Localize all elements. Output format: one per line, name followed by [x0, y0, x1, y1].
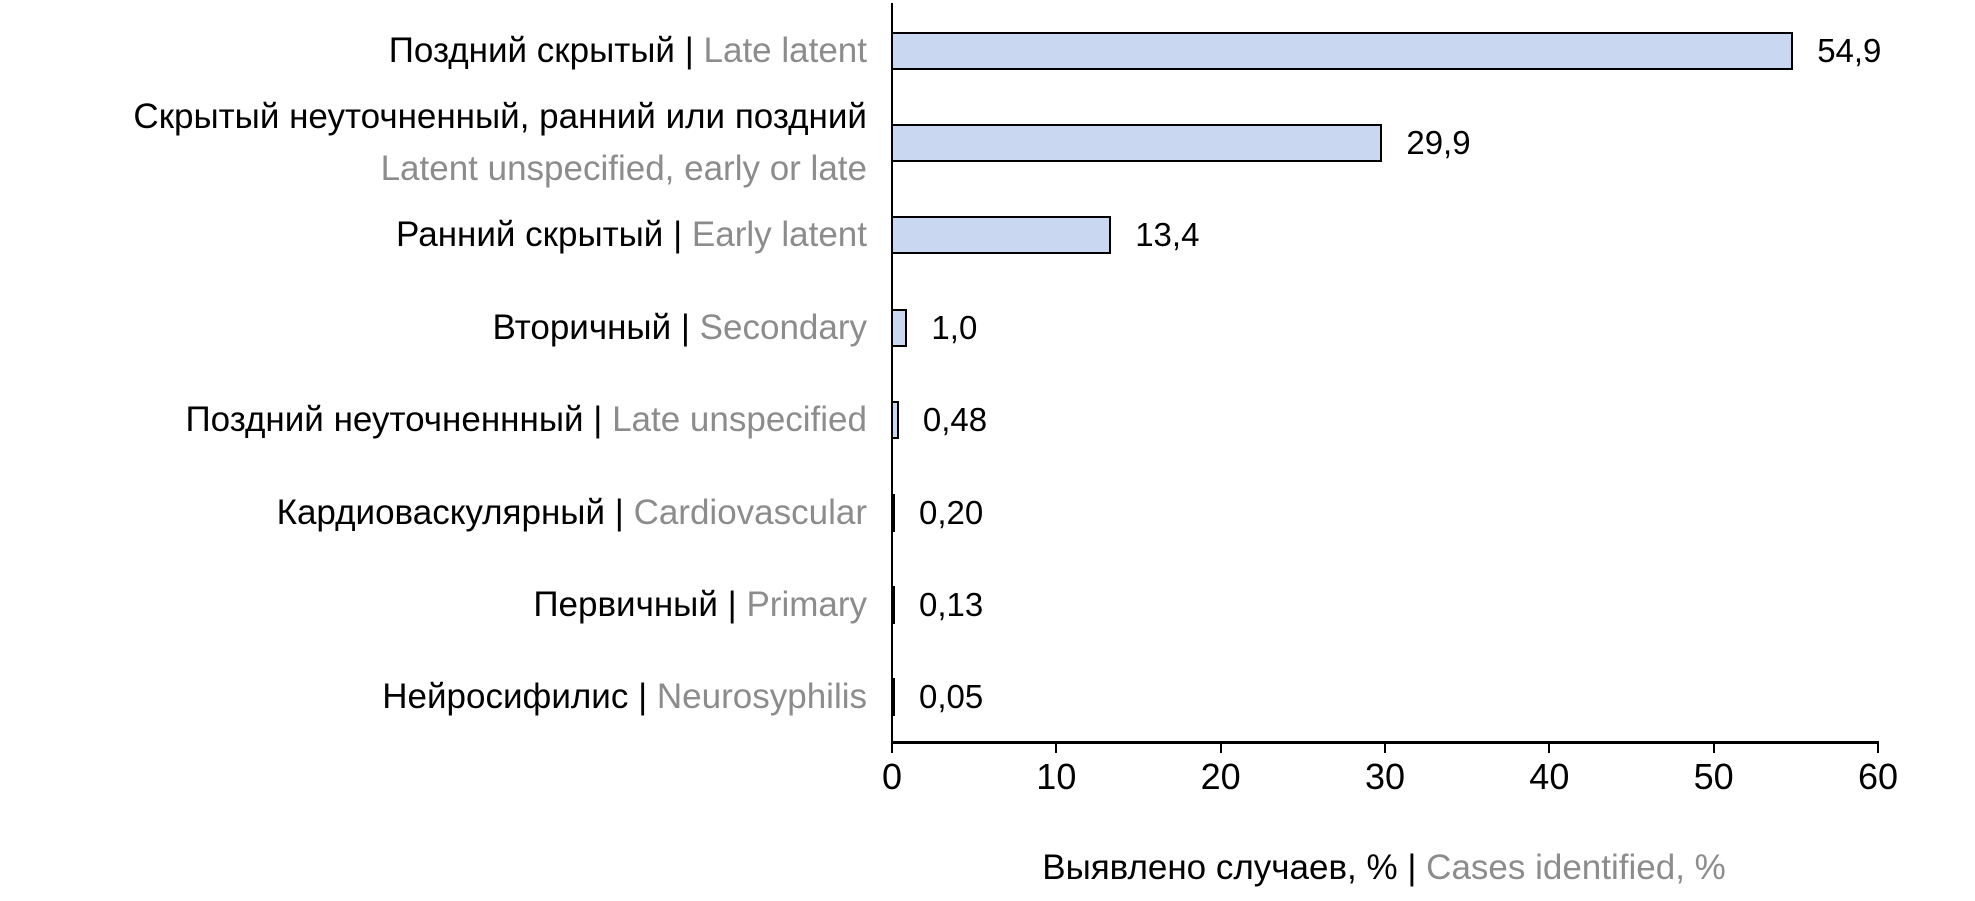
category-label: Кардиоваскулярный | Cardiovascular	[277, 487, 867, 539]
value-label: 0,05	[919, 678, 984, 716]
x-tick	[1712, 743, 1715, 753]
category-label-en: Latent unspecified, early or late	[380, 148, 867, 188]
x-tick	[891, 743, 893, 753]
category-label-ru: Вторичный	[492, 307, 672, 347]
x-tick-label: 40	[1529, 756, 1570, 797]
x-axis-title-ru: Выявлено случаев, %	[1042, 848, 1398, 887]
category-label: Ранний скрытый | Early latent	[396, 209, 867, 261]
x-axis-line	[891, 741, 1879, 744]
value-label: 0,48	[922, 401, 988, 439]
x-tick	[1548, 743, 1551, 753]
category-label-ru: Поздний скрытый	[388, 30, 675, 70]
x-axis-title: Выявлено случаев, % | Cases identified, …	[891, 846, 1877, 890]
pipe-separator: |	[628, 677, 657, 717]
category-label: Поздний неуточненнный | Late unspecified	[185, 394, 867, 446]
category-label: Вторичный | Secondary	[493, 302, 867, 354]
x-tick	[1055, 743, 1058, 753]
bar	[891, 401, 899, 440]
x-tick-label: 20	[1200, 756, 1241, 797]
category-label-en: Early latent	[691, 215, 867, 255]
value-label: 29,9	[1406, 123, 1471, 161]
bar	[891, 585, 895, 624]
x-tick-label: 60	[1857, 756, 1899, 797]
x-tick	[1877, 743, 1879, 753]
x-axis-title-en: Cases identified, %	[1426, 848, 1726, 887]
category-label-en: Secondary	[699, 307, 867, 347]
category-label-ru: Кардиоваскулярный	[276, 492, 606, 532]
pipe-separator: |	[663, 215, 692, 255]
category-label-ru: Нейросифилис	[382, 677, 629, 717]
value-label: 0,20	[919, 493, 984, 531]
pipe-separator: |	[674, 30, 704, 70]
bar	[891, 678, 895, 717]
x-tick-label: 30	[1364, 756, 1406, 797]
category-label-ru: Скрытый неуточненный, ранний или поздний	[133, 96, 867, 136]
pipe-separator: |	[717, 584, 747, 624]
category-label-en: Late latent	[703, 30, 867, 70]
category-label-ru: Первичный	[533, 584, 718, 624]
x-tick-label: 50	[1693, 756, 1734, 797]
category-label: Нейросифилис | Neurosyphilis	[382, 671, 867, 723]
pipe-separator: |	[605, 492, 634, 532]
category-label-ru: Ранний скрытый	[396, 215, 664, 255]
category-label: Скрытый неуточненный, ранний или поздний…	[133, 91, 867, 195]
pipe-separator: |	[1397, 848, 1427, 887]
x-tick	[1219, 743, 1222, 753]
category-label-en: Neurosyphilis	[656, 677, 867, 717]
category-label: Первичный | Primary	[533, 579, 867, 631]
category-label-en: Cardiovascular	[633, 492, 867, 532]
bar	[891, 308, 908, 347]
bar	[891, 216, 1112, 255]
category-label-en: Primary	[746, 584, 867, 624]
pipe-separator: |	[671, 307, 700, 347]
pipe-separator: |	[583, 400, 613, 440]
value-label: 54,9	[1817, 31, 1882, 69]
bar	[891, 123, 1383, 162]
bar	[891, 493, 895, 532]
value-label: 0,13	[919, 585, 984, 623]
y-axis-line	[891, 3, 893, 743]
x-tick-label: 0	[881, 756, 903, 797]
value-label: 1,0	[931, 308, 978, 346]
value-label: 13,4	[1135, 216, 1200, 254]
x-tick	[1384, 743, 1386, 753]
bar	[891, 31, 1794, 70]
category-label-en: Late unspecified	[612, 400, 867, 440]
category-label-ru: Поздний неуточненнный	[185, 400, 584, 440]
category-label: Поздний скрытый | Late latent	[389, 25, 867, 77]
x-tick-label: 10	[1036, 756, 1077, 797]
